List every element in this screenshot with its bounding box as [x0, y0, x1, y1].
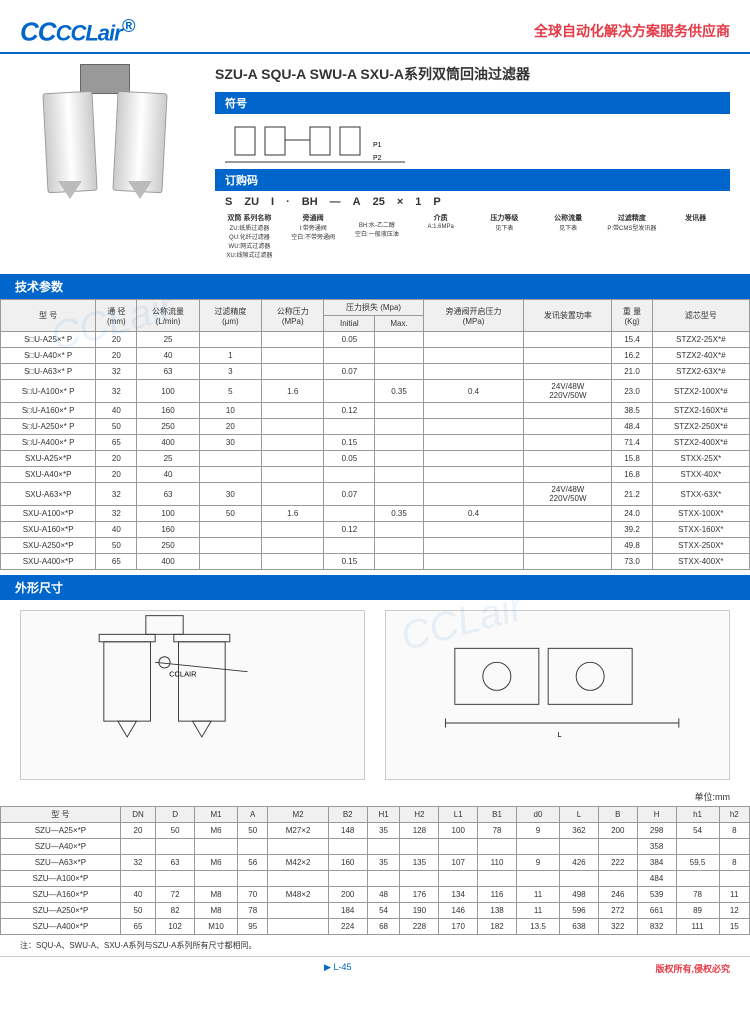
table-row: SXU-A63×*P3263300.0724V/48W220V/50W21.2S…	[1, 483, 750, 506]
table-row: SXU-A400×*P654000.1573.0STXX-400X*	[1, 554, 750, 570]
tech-params-table: 型 号通 径(mm)公称流量(L/min)过滤精度(μm)公称压力(MPa)压力…	[0, 299, 750, 570]
table-row: SZU—A25×*P2050M650M27×214835128100789362…	[1, 823, 750, 839]
table-row: S□U-A160×* P40160100.1238.5STZX2-160X*#	[1, 403, 750, 419]
table-row: SZU—A400×*P65102M10952246822817018213.56…	[1, 919, 750, 935]
svg-text:P2: P2	[373, 155, 382, 162]
table-row: S□U-A40×* P2040116.2STZX2-40X*#	[1, 348, 750, 364]
top-section: SZU-A SQU-A SWU-A SXU-A系列双筒回油过滤器 符号 P1 P2…	[0, 54, 750, 269]
order-code-row: SZUI·BH—A25×1P	[225, 196, 720, 208]
table-row: S□U-A400×* P65400300.1571.4STZX2-400X*#	[1, 435, 750, 451]
slogan: 全球自动化解决方案服务供应商	[534, 21, 730, 41]
page-footer: ▶ L-45 版权所有,侵权必究	[0, 956, 750, 980]
order-label: 双筒 系列名称ZU:纸质过滤器 QU:化纤过滤器 WU:网式过滤器 XU:线隙式…	[220, 213, 279, 259]
dimensions-header: 外形尺寸	[0, 575, 750, 600]
tech-params-header: 技术参数	[0, 274, 750, 299]
svg-text:P1: P1	[373, 142, 382, 149]
order-label: 过滤精度P:带CMS型发讯器	[603, 213, 662, 259]
dimension-drawings: CCLAIR L	[0, 600, 750, 790]
dimensions-table: 型 号DNDM1AM2B2H1H2L1B1d0LBHh1h2SZU—A25×*P…	[0, 806, 750, 935]
order-label: 介质A:1.6MPa	[411, 213, 470, 259]
table-row: SZU—A63×*P3263M656M42×216035135107110942…	[1, 855, 750, 871]
logo: CCCCLair®	[20, 15, 134, 47]
product-image	[20, 64, 200, 224]
product-title: SZU-A SQU-A SWU-A SXU-A系列双筒回油过滤器	[215, 64, 730, 84]
page-header: CCCCLair® 全球自动化解决方案服务供应商	[0, 0, 750, 54]
order-label: BH:水-乙二醇 空白:一般液压油	[348, 213, 407, 259]
table-row: SXU-A250×*P5025049.8STXX-250X*	[1, 538, 750, 554]
footnote: 注：SQU-A、SWU-A、SXU-A系列与SZU-A系列所有尺寸都相同。	[0, 935, 750, 956]
table-row: S□U-A100×* P3210051.60.350.424V/48W220V/…	[1, 380, 750, 403]
table-row: S□U-A250×* P502502048.4STZX2-250X*#	[1, 419, 750, 435]
table-row: SZU—A100×*P484	[1, 871, 750, 887]
page-number: ▶ L-45	[324, 962, 351, 975]
table-row: SXU-A25×*P20250.0515.8STXX-25X*	[1, 451, 750, 467]
table-row: S□U-A63×* P326330.0721.0STZX2-63X*#	[1, 364, 750, 380]
order-label: 旁通阀I:带旁通阀 空白:不带旁通阀	[284, 213, 343, 259]
svg-text:L: L	[558, 730, 562, 739]
table-row: S□U-A25×* P20250.0515.4STZX2-25X*#	[1, 332, 750, 348]
order-labels: 双筒 系列名称ZU:纸质过滤器 QU:化纤过滤器 WU:网式过滤器 XU:线隙式…	[215, 213, 730, 259]
order-label: 压力等级见下表	[475, 213, 534, 259]
order-label: 发讯器	[666, 213, 725, 259]
table-row: SZU—A160×*P4072M870M48×22004817613411611…	[1, 887, 750, 903]
symbol-diagram: P1 P2	[215, 119, 730, 169]
table-row: SXU-A100×*P32100501.60.350.424.0STXX-100…	[1, 506, 750, 522]
order-header: 订购码	[215, 169, 730, 191]
svg-text:CCLAIR: CCLAIR	[169, 670, 197, 679]
order-label: 公称流量见下表	[539, 213, 598, 259]
table-row: SXU-A160×*P401600.1239.2STXX-160X*	[1, 522, 750, 538]
table-row: SXU-A40×*P204016.8STXX-40X*	[1, 467, 750, 483]
table-row: SZU—A250×*P5082M878184541901461381159627…	[1, 903, 750, 919]
table-row: SZU—A40×*P358	[1, 839, 750, 855]
symbol-header: 符号	[215, 92, 730, 114]
copyright: 版权所有,侵权必究	[655, 962, 730, 975]
dimension-unit: 单位:mm	[0, 790, 750, 803]
